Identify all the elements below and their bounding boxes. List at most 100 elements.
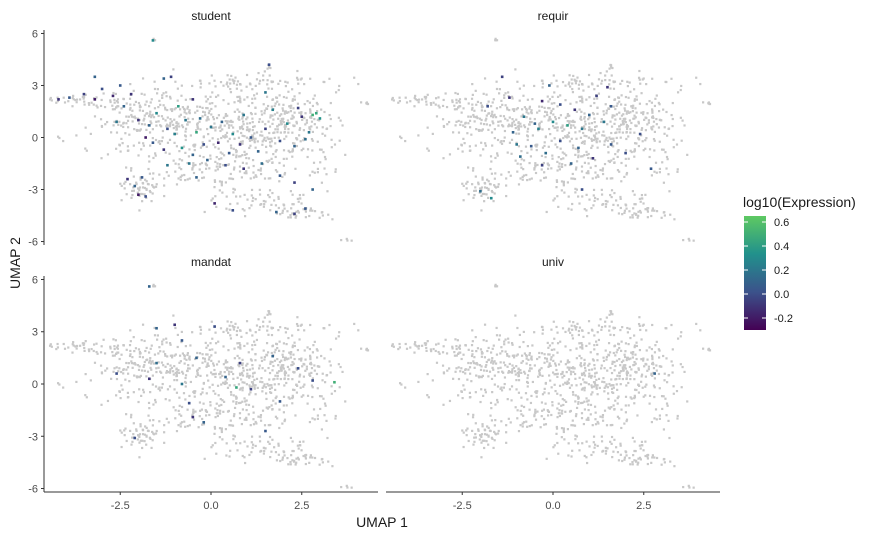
background-point [435, 361, 439, 364]
background-point [620, 349, 623, 352]
background-point [665, 357, 668, 360]
background-point [183, 357, 186, 360]
background-point [637, 120, 640, 124]
background-point [205, 365, 208, 368]
background-point [263, 112, 266, 115]
background-point [161, 343, 164, 346]
background-point [139, 128, 142, 131]
background-point [510, 399, 513, 402]
background-point [226, 122, 229, 125]
background-point [505, 431, 508, 434]
background-point [179, 175, 182, 179]
background-point [295, 144, 299, 148]
background-point [518, 87, 521, 90]
background-point [541, 82, 545, 85]
background-point [618, 111, 621, 114]
background-point [129, 183, 132, 186]
background-point [530, 177, 533, 180]
background-point [561, 151, 564, 154]
background-point [602, 130, 605, 133]
background-point [84, 373, 87, 376]
background-point [575, 406, 579, 410]
background-point [629, 336, 632, 340]
background-point [303, 329, 306, 332]
background-point [582, 373, 585, 376]
background-point [633, 459, 636, 462]
background-point [547, 365, 550, 368]
background-point [173, 108, 176, 111]
background-point [276, 346, 279, 350]
background-point [542, 408, 546, 411]
background-point [637, 76, 641, 79]
background-point [83, 103, 86, 106]
background-point [469, 115, 472, 118]
background-point [275, 148, 278, 152]
background-point [487, 128, 490, 131]
background-point [306, 346, 309, 349]
background-point [609, 440, 612, 443]
background-point [516, 353, 519, 356]
background-point [243, 456, 246, 459]
background-point [624, 157, 627, 161]
background-point [537, 375, 540, 378]
background-point [72, 341, 75, 344]
background-point [154, 152, 157, 155]
background-point [583, 363, 586, 367]
background-point [220, 184, 223, 187]
background-point [473, 189, 476, 192]
background-point [152, 362, 156, 365]
background-point [480, 106, 484, 109]
background-point [654, 344, 657, 347]
background-point [625, 131, 628, 134]
background-point [434, 343, 438, 346]
background-point [195, 129, 198, 132]
background-point [658, 356, 661, 359]
background-point [199, 332, 202, 335]
background-point [250, 441, 253, 444]
background-point [564, 164, 567, 167]
background-point [141, 356, 145, 359]
background-point [557, 116, 561, 120]
background-point [590, 122, 594, 125]
background-point [137, 400, 140, 404]
background-point [590, 384, 593, 387]
background-point [543, 171, 546, 174]
background-point [650, 174, 653, 177]
background-point [623, 175, 626, 179]
background-point [629, 216, 632, 219]
background-point [310, 384, 314, 387]
background-point [441, 118, 445, 121]
background-point [692, 486, 695, 489]
background-point [71, 96, 74, 100]
background-point [633, 88, 636, 91]
background-point [559, 394, 562, 397]
background-point [507, 171, 510, 174]
background-point [188, 121, 191, 124]
background-point [520, 396, 523, 399]
background-point [248, 82, 252, 85]
background-point [255, 92, 259, 95]
background-point [252, 418, 255, 421]
background-point [294, 414, 297, 417]
background-point [493, 184, 496, 187]
background-point [304, 112, 307, 115]
background-point [631, 463, 634, 466]
background-point [245, 170, 248, 173]
background-point [615, 131, 618, 134]
background-point [270, 384, 273, 387]
background-point [206, 344, 210, 347]
background-point [596, 420, 599, 424]
background-point [458, 98, 462, 101]
background-point [676, 91, 680, 94]
background-point [111, 351, 114, 354]
background-point [604, 205, 608, 208]
background-point [652, 137, 656, 141]
background-point [258, 188, 261, 191]
background-point [230, 370, 233, 374]
background-point [545, 457, 548, 460]
background-point [534, 408, 537, 411]
background-point [311, 170, 314, 173]
background-point [481, 176, 484, 179]
background-point [234, 76, 237, 79]
background-point [666, 404, 669, 407]
